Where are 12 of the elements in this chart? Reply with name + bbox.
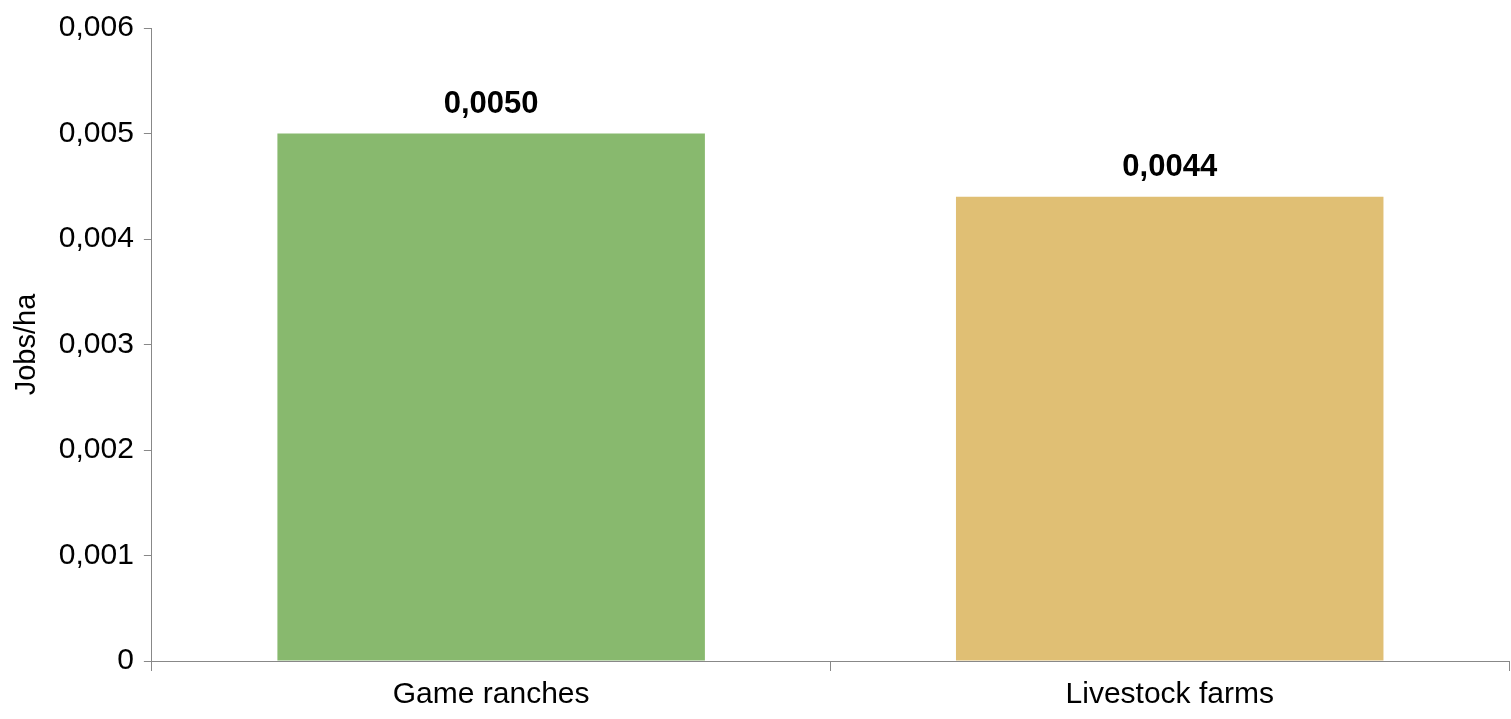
- y-tick-label: 0,002: [58, 431, 134, 465]
- data-label: 0,0050: [443, 84, 539, 120]
- y-tick-label: 0,001: [58, 536, 134, 570]
- y-tick-label: 0,006: [58, 9, 134, 43]
- data-label: 0,0044: [1122, 147, 1218, 183]
- y-axis-title: Jobs/ha: [9, 292, 42, 396]
- y-tick-label: 0,004: [58, 220, 134, 254]
- y-tick-label: 0,003: [58, 325, 134, 359]
- x-tick-label: Game ranches: [392, 676, 590, 710]
- x-tick-label: Livestock farms: [1065, 676, 1274, 710]
- y-tick-label: 0,005: [58, 114, 134, 148]
- y-tick-label: 0: [117, 642, 134, 676]
